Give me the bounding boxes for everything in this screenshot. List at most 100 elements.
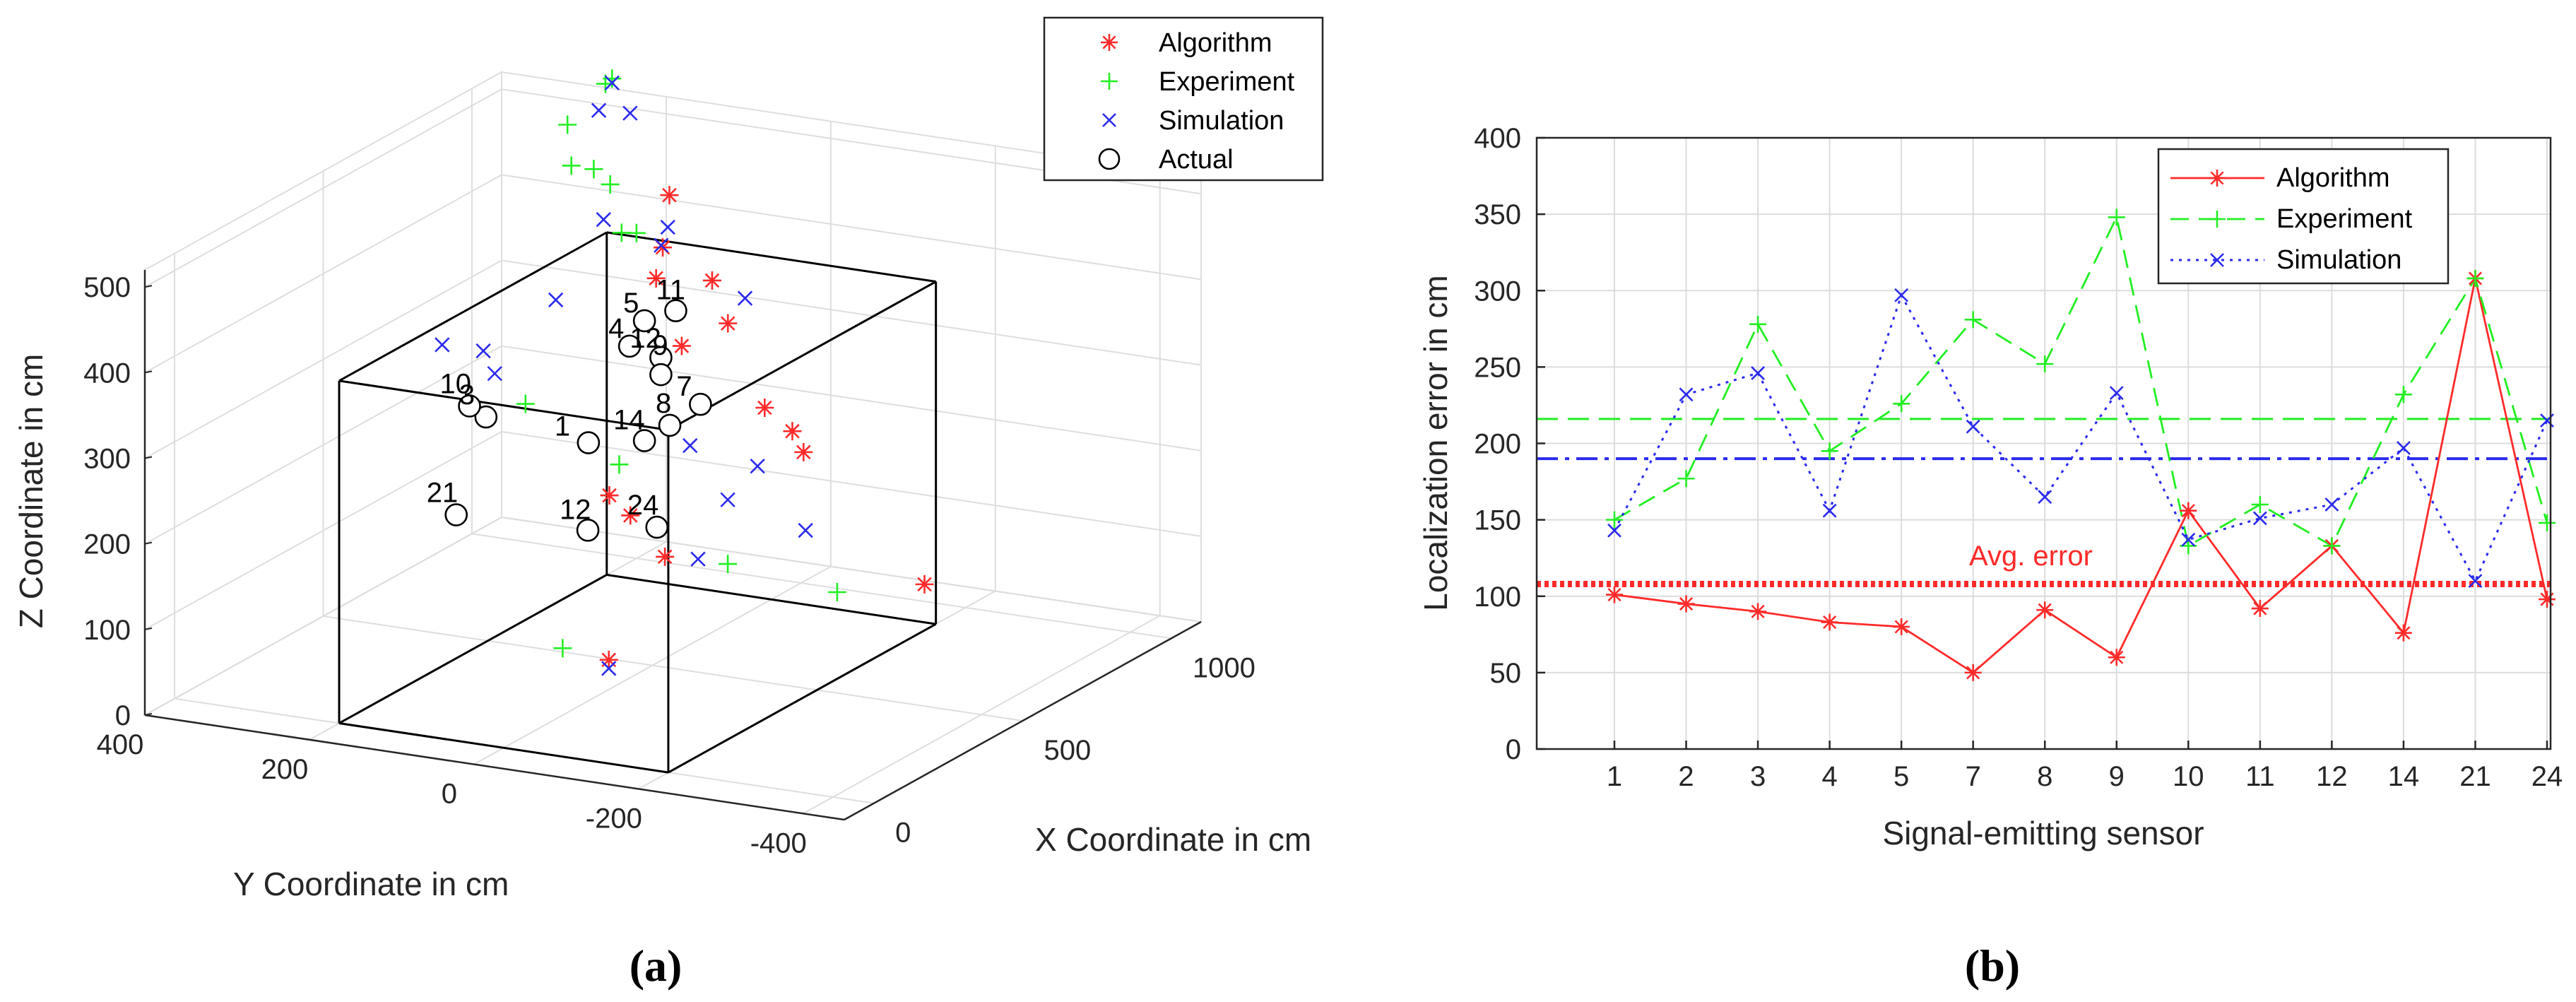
series-point-simulation-stroke: [1822, 503, 1837, 518]
z-gridline: [501, 174, 1202, 281]
point-experiment: [562, 156, 581, 175]
series-point-experiment: [2251, 496, 2269, 513]
point-algorithm-stroke: [662, 187, 677, 203]
y-tick-label: 300: [1474, 276, 1521, 307]
point-experiment: [603, 69, 622, 88]
point-actual-ring: [658, 413, 682, 437]
panel-a-ticks: 0 100 200 300 400 500 400 200 0 -200 -400 0 500 1000: [83, 272, 1255, 859]
panel-b-avg-annotation: Avg. error: [1969, 541, 2093, 572]
point-actual-ring: [632, 429, 656, 452]
actual-point-label: 21: [427, 478, 459, 509]
series-point-experiment: [1821, 442, 1838, 460]
y-tick-label: 400: [97, 729, 144, 760]
point-experiment: [516, 394, 535, 413]
box-edge: [338, 722, 669, 774]
series-point-simulation: [1894, 288, 1909, 302]
z-tick: [144, 541, 153, 545]
panel-b-legend-simulation: Simulation: [2276, 245, 2401, 275]
x-gridline: [471, 533, 1172, 639]
actual-point-label: 4: [608, 313, 624, 344]
series-point-experiment: [1893, 395, 1910, 413]
series-point-simulation: [2109, 386, 2124, 401]
point-algorithm: [646, 269, 666, 288]
point-actual: [632, 429, 656, 452]
x-tick-label: 7: [1966, 761, 1981, 792]
point-algorithm-stroke: [622, 508, 638, 523]
series-point-simulation: [2181, 532, 2196, 547]
panel-b-average-lines: [1537, 418, 2551, 587]
x-tick-label: 500: [1044, 735, 1092, 766]
series-point-simulation: [2468, 574, 2483, 589]
panel-b-y-axis-label: Localization error in cm: [1417, 275, 1454, 611]
series-point-simulation: [2397, 441, 2411, 455]
point-simulation: [591, 102, 607, 118]
z-gridline: [501, 517, 1202, 623]
point-algorithm: [672, 336, 691, 355]
point-algorithm-stroke: [757, 400, 772, 415]
point-actual: [458, 394, 481, 418]
panel-a-x-axis-label: X Coordinate in cm: [1035, 821, 1311, 858]
point-simulation: [660, 219, 675, 235]
series-point-algorithm: [2036, 601, 2054, 619]
point-simulation-stroke: [622, 105, 638, 121]
point-simulation-stroke: [690, 551, 706, 567]
point-simulation: [601, 661, 617, 676]
actual-point-label: 9: [652, 330, 668, 361]
series-point-simulation: [1679, 387, 1694, 402]
y-tick-label: 200: [261, 754, 309, 785]
y-tick-label: 350: [1474, 199, 1521, 230]
caption-a: (a): [630, 941, 683, 991]
point-simulation-stroke: [750, 459, 765, 474]
caption-b: (b): [1965, 941, 2020, 991]
point-actual: [618, 334, 642, 358]
y-tick-label: 250: [1474, 352, 1521, 383]
series-point-experiment: [2323, 537, 2341, 555]
z-gridline: [501, 345, 1202, 452]
panel-a-y-axis-label: Y Coordinate in cm: [233, 866, 509, 902]
x-tick-label: 14: [2388, 761, 2420, 792]
y-tick-label: -400: [750, 827, 807, 859]
point-actual-ring: [689, 392, 712, 416]
x-tick-label: 24: [2531, 761, 2563, 792]
x-gridline: [323, 615, 1023, 721]
series-point-experiment: [1677, 470, 1695, 488]
x-tick-label: 5: [1893, 761, 1909, 792]
panel-a-legend-simulation: Simulation: [1159, 106, 1284, 136]
point-algorithm-stroke: [785, 423, 800, 439]
legend-b-marker-algorithm: [2209, 170, 2226, 187]
point-experiment: [719, 555, 738, 574]
point-experiment: [610, 455, 629, 474]
series-point-algorithm-stroke: [1679, 597, 1694, 611]
point-simulation-stroke: [548, 292, 564, 308]
point-experiment: [601, 175, 620, 194]
legend-a-marker-experiment: [1101, 73, 1118, 90]
y-gridline: [803, 615, 1161, 815]
point-algorithm: [794, 442, 813, 461]
series-point-algorithm: [1677, 595, 1695, 613]
point-simulation-stroke: [487, 365, 502, 382]
series-point-algorithm: [2251, 600, 2269, 618]
point-simulation-stroke: [604, 75, 620, 90]
legend-b-marker-experiment: [2209, 211, 2226, 228]
series-point-simulation-stroke: [2468, 574, 2483, 589]
series-point-algorithm: [1821, 613, 1838, 631]
point-simulation: [654, 237, 669, 253]
z-tick: [144, 713, 153, 716]
point-simulation-stroke: [435, 337, 450, 353]
point-algorithm: [656, 547, 675, 566]
point-actual-ring: [649, 363, 673, 387]
point-algorithm-stroke: [649, 271, 663, 286]
point-algorithm: [755, 399, 774, 418]
series-point-algorithm: [1749, 603, 1767, 620]
panel-a-bounding-box: [338, 231, 938, 774]
series-point-experiment: [2394, 386, 2412, 403]
z-tick: [144, 285, 153, 288]
point-actual: [689, 392, 712, 416]
x-tick-label: 1000: [1193, 652, 1255, 683]
legend-a-marker-simulation: [1102, 113, 1116, 127]
y-tick-label: 200: [1474, 429, 1521, 460]
legend-a-marker-actual: [1098, 148, 1121, 170]
series-point-experiment: [1964, 311, 1982, 329]
series-point-algorithm-stroke: [2038, 603, 2052, 617]
